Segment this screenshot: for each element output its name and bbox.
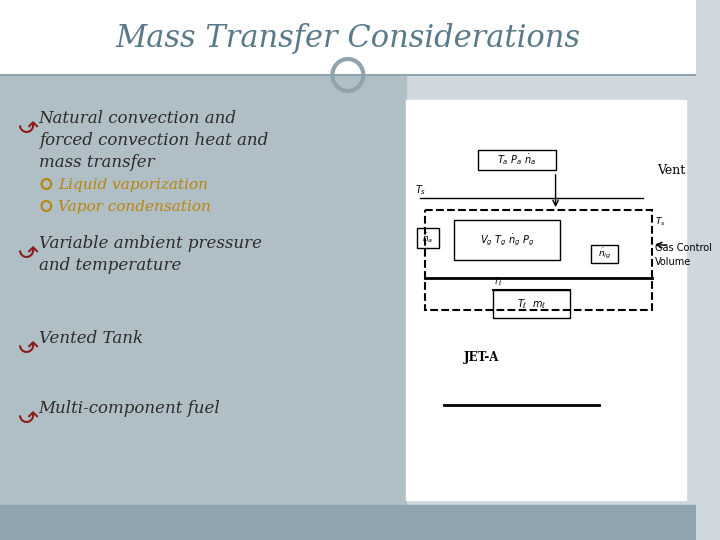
Text: $T_\ell$: $T_\ell$ (492, 275, 502, 288)
Text: $T_s$: $T_s$ (415, 183, 427, 197)
Text: JET-A: JET-A (464, 352, 499, 365)
Text: $\dot{n}_a$: $\dot{n}_a$ (423, 231, 433, 245)
Text: Mass Transfer Considerations: Mass Transfer Considerations (115, 23, 580, 53)
Text: Vented Tank: Vented Tank (39, 330, 143, 347)
Bar (0, 0, 696, 75)
Text: $\dot{n}_{lg}$: $\dot{n}_{lg}$ (598, 247, 611, 261)
Text: Liquid vaporization: Liquid vaporization (58, 178, 208, 192)
Text: $T_a\ P_a\ \dot{n}_a$: $T_a\ P_a\ \dot{n}_a$ (498, 152, 536, 167)
Text: ↶: ↶ (17, 330, 38, 354)
Text: $V_g\ T_g\ \dot{n}_g\ P_g$: $V_g\ T_g\ \dot{n}_g\ P_g$ (480, 232, 534, 248)
Text: ↶: ↶ (17, 400, 38, 424)
Text: $T_\ell\ \ m_\ell$: $T_\ell\ \ m_\ell$ (517, 297, 546, 311)
Text: $T_s$: $T_s$ (655, 216, 666, 228)
Bar (478, 150, 556, 170)
Bar (454, 220, 560, 260)
Bar (0, 505, 696, 540)
Text: Variable ambient pressure
and temperature: Variable ambient pressure and temperatur… (39, 235, 261, 274)
Text: Vapor condensation: Vapor condensation (58, 200, 211, 214)
Bar (418, 228, 438, 248)
Bar (492, 290, 570, 318)
Text: Natural convection and
forced convection heat and
mass transfer: Natural convection and forced convection… (39, 110, 268, 171)
Text: Gas Control
Volume: Gas Control Volume (655, 244, 712, 267)
Bar (0, 75, 406, 540)
Bar (406, 100, 686, 500)
Bar (425, 210, 652, 310)
Text: Vent: Vent (657, 164, 685, 177)
Text: Multi-component fuel: Multi-component fuel (39, 400, 220, 417)
Text: ↶: ↶ (17, 110, 38, 134)
Bar (591, 245, 618, 263)
Text: ↶: ↶ (17, 235, 38, 259)
